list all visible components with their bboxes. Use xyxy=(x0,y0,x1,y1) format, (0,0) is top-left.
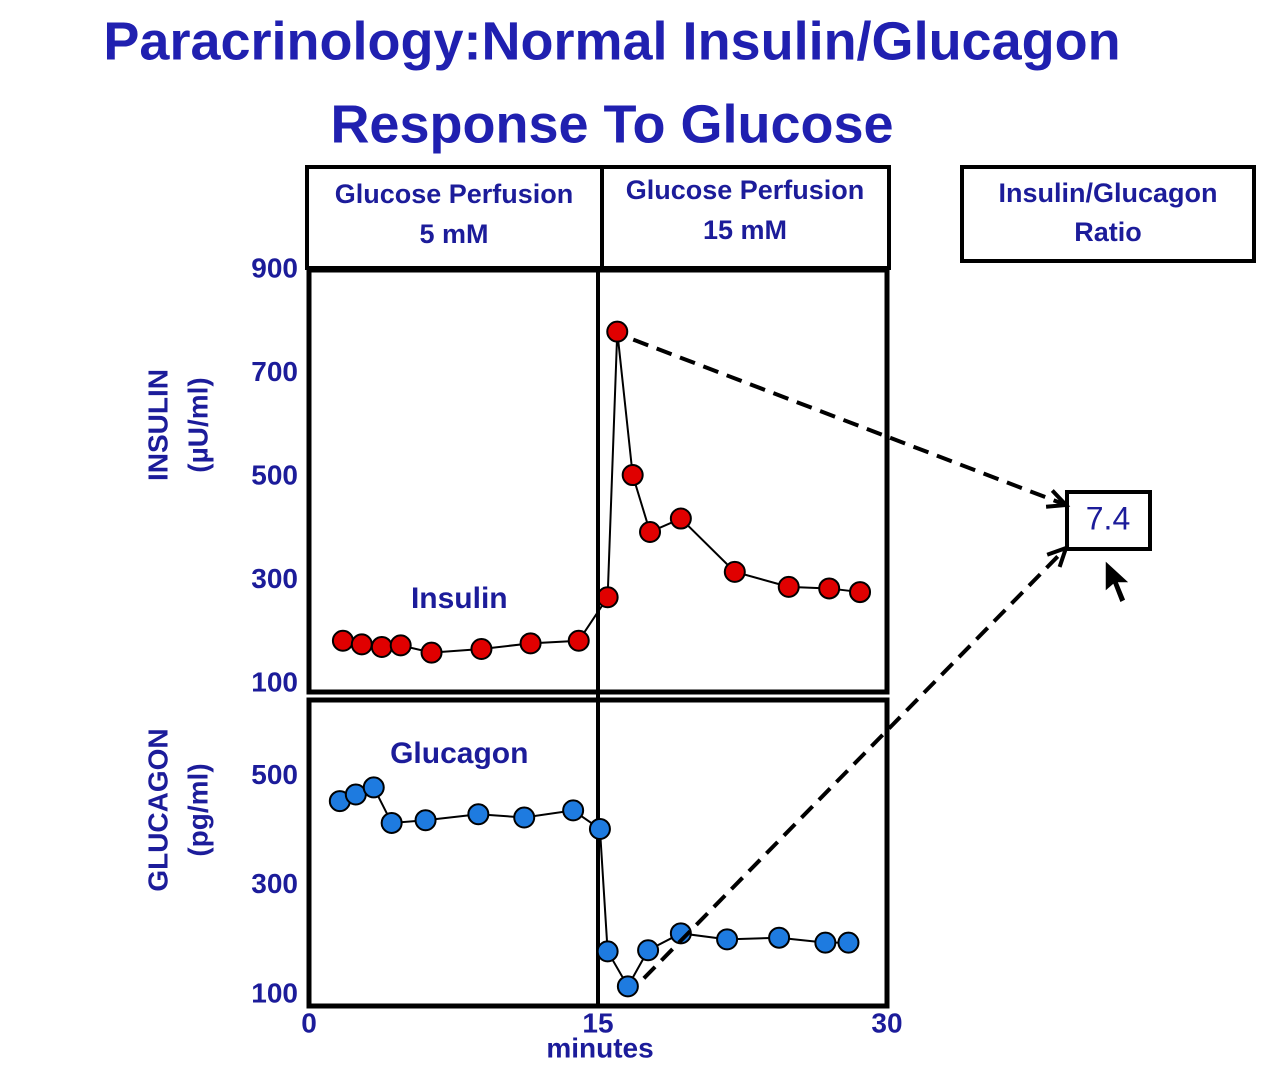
header-text: 15 mM xyxy=(703,215,787,245)
point xyxy=(837,931,860,954)
point xyxy=(420,641,443,664)
y-axis-label: GLUCAGON xyxy=(142,728,173,891)
x-axis-label: minutes xyxy=(546,1032,653,1063)
ratio-value: 7.4 xyxy=(1086,500,1130,536)
point xyxy=(562,799,585,822)
point xyxy=(716,928,739,951)
ratio-label: Ratio xyxy=(1074,217,1142,247)
point xyxy=(818,577,841,600)
y-tick-label: 500 xyxy=(251,759,298,790)
series-label: Insulin xyxy=(411,582,508,615)
series-label: Glucagon xyxy=(390,737,528,770)
x-tick-label: 30 xyxy=(871,1007,902,1038)
point xyxy=(370,635,393,658)
y-tick-label: 300 xyxy=(251,563,298,594)
y-axis-label: (pg/ml) xyxy=(182,763,213,856)
point xyxy=(616,975,639,998)
point xyxy=(513,806,536,829)
y-tick-label: 300 xyxy=(251,868,298,899)
point xyxy=(414,809,437,832)
point xyxy=(588,817,611,840)
y-tick-label: 100 xyxy=(251,977,298,1008)
point xyxy=(849,581,872,604)
arrow xyxy=(642,546,1068,980)
point xyxy=(362,776,385,799)
point xyxy=(519,632,542,655)
point xyxy=(596,940,619,963)
header-text: Glucose Perfusion xyxy=(626,175,865,205)
y-tick-label: 900 xyxy=(251,252,298,283)
title: Paracrinology:Normal Insulin/Glucagon xyxy=(103,11,1120,71)
header-text: Glucose Perfusion xyxy=(335,179,574,209)
cursor xyxy=(1104,558,1132,605)
y-tick-label: 500 xyxy=(251,460,298,491)
x-tick-label: 15 xyxy=(582,1007,613,1038)
point xyxy=(777,575,800,598)
point xyxy=(350,633,373,656)
y-axis-label: INSULIN xyxy=(142,369,173,481)
point xyxy=(331,629,354,652)
arrow xyxy=(632,337,1067,507)
point xyxy=(639,521,662,544)
point xyxy=(814,931,837,954)
point xyxy=(470,638,493,661)
point xyxy=(467,803,490,826)
ratio-label: Insulin/Glucagon xyxy=(998,178,1217,208)
title: Response To Glucose xyxy=(330,94,893,154)
point xyxy=(723,560,746,583)
point xyxy=(669,507,692,530)
ratio-box xyxy=(1065,490,1152,551)
y-tick-label: 700 xyxy=(251,356,298,387)
x-tick-label: 0 xyxy=(301,1007,317,1038)
point xyxy=(567,629,590,652)
point xyxy=(596,586,619,609)
ratio-header-box xyxy=(960,165,1256,263)
point xyxy=(380,811,403,834)
point xyxy=(621,464,644,487)
y-tick-label: 100 xyxy=(251,667,298,698)
point xyxy=(389,634,412,657)
point xyxy=(606,320,629,343)
point xyxy=(768,926,791,949)
arrow-head xyxy=(1045,489,1071,509)
point xyxy=(637,939,660,962)
header-text: 5 mM xyxy=(419,219,488,249)
y-axis-label: (µU/ml) xyxy=(182,377,213,472)
arrow-head xyxy=(1046,544,1070,568)
